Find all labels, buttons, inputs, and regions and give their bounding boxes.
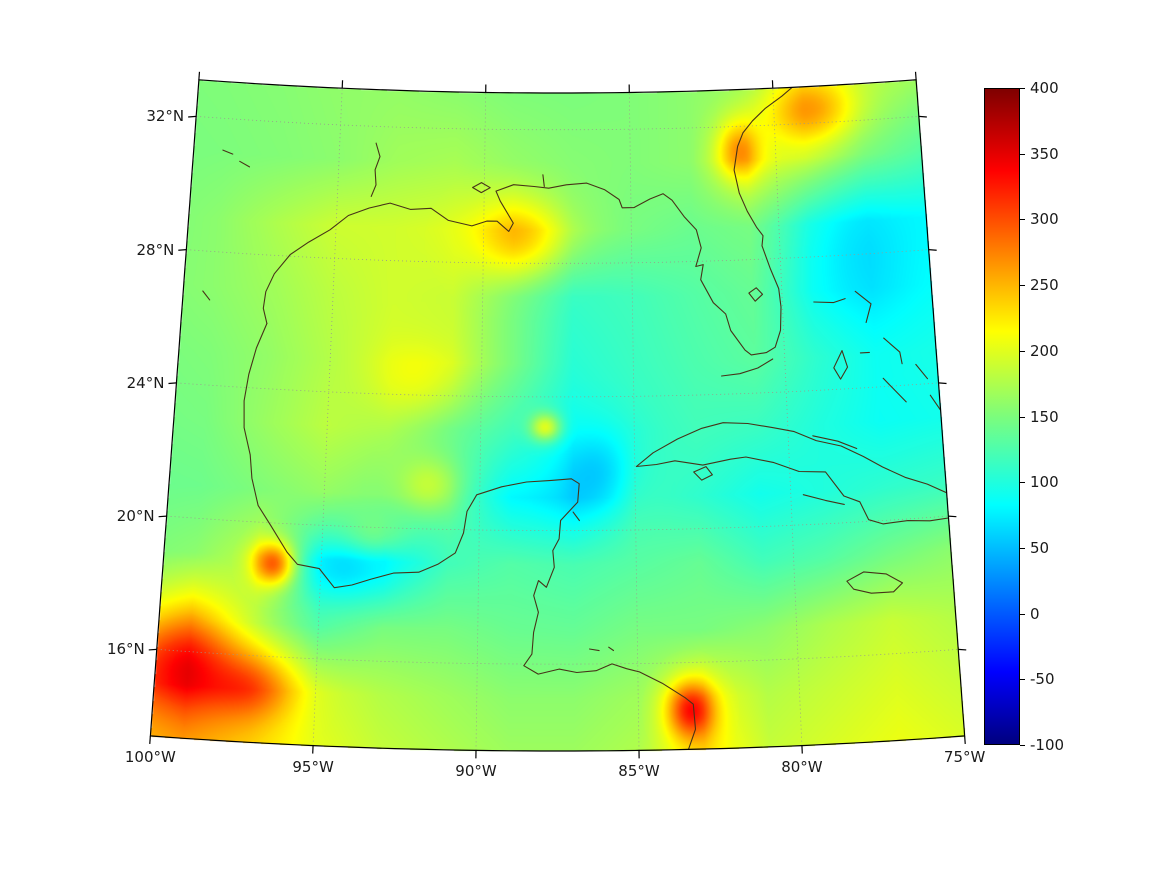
- coastline-cat-island: [915, 363, 929, 380]
- lon-tick-label: 100°W: [124, 747, 176, 766]
- parallel-gridline: [156, 648, 959, 665]
- lat-tick-left: [158, 515, 167, 518]
- colorbar-tick: [1020, 416, 1025, 418]
- lat-tick-label: 32°N: [146, 107, 185, 126]
- coastline-mobile-bay: [542, 174, 545, 188]
- lat-tick-left: [168, 382, 177, 385]
- colorbar-tick-label: 50: [1030, 538, 1050, 557]
- meridian-gridline: [475, 92, 487, 751]
- lat-tick-label: 28°N: [136, 240, 175, 259]
- meridian-gridline: [312, 88, 343, 746]
- coastline-eleuthera: [883, 337, 903, 365]
- coastline-cuba: [635, 422, 953, 525]
- colorbar-tick-label: 250: [1030, 276, 1059, 295]
- colorbar-tick: [1020, 350, 1025, 352]
- lat-tick-left: [178, 249, 187, 251]
- lon-tick-label: 75°W: [943, 747, 986, 766]
- coastline-lake-pontchartrain: [472, 182, 491, 194]
- lon-tick-top: [198, 71, 201, 80]
- colorbar-tick: [1020, 219, 1025, 221]
- colorbar-tick-label: 0: [1030, 604, 1040, 623]
- colorbar-tick-label: 100: [1030, 473, 1059, 492]
- colorbar-tick-label: 200: [1030, 341, 1059, 360]
- coastline-us-gulf-atlantic: [262, 81, 799, 356]
- lon-tick-top: [914, 71, 917, 80]
- meridian-gridline: [628, 92, 640, 751]
- colorbar-tick-label: 150: [1030, 407, 1059, 426]
- lat-tick-right: [928, 249, 937, 251]
- coastline-new-providence: [859, 351, 870, 354]
- colorbar-tick: [1020, 482, 1025, 484]
- colorbar-tick-label: -100: [1030, 736, 1065, 754]
- coastline-andros: [833, 350, 849, 380]
- parallel-gridline: [186, 249, 929, 264]
- lat-tick-left: [188, 115, 197, 118]
- coastline-isla-juventud: [693, 466, 713, 481]
- parallel-gridline: [166, 515, 949, 531]
- colorbar-tick: [1020, 285, 1025, 287]
- lon-tick-label: 80°W: [781, 757, 823, 776]
- colorbar-tick: [1020, 88, 1025, 89]
- coastline-exuma: [882, 377, 907, 403]
- colorbar-tick: [1020, 613, 1025, 615]
- colorbar-gradient: [985, 89, 1019, 744]
- lat-tick-label: 20°N: [116, 507, 155, 526]
- parallel-gridline: [196, 116, 919, 131]
- map-border: [149, 79, 966, 752]
- lat-tick-right: [938, 382, 947, 385]
- coastline-cozumel: [572, 511, 580, 522]
- lon-tick-label: 95°W: [292, 757, 334, 776]
- graticule: [150, 79, 965, 751]
- coastline-falcon-reservoir: [202, 290, 211, 301]
- coastline-mexico-central-america: [243, 322, 697, 752]
- lon-tick-label: 90°W: [455, 762, 497, 781]
- coastline-bay-islands-2: [608, 646, 615, 652]
- lat-tick-label: 16°N: [106, 640, 145, 659]
- meridian-gridline: [772, 88, 803, 746]
- axis-ticks: [148, 71, 967, 759]
- coastline-texas-lake-1: [239, 160, 251, 168]
- colorbar-tick: [1020, 679, 1025, 681]
- colorbar: [984, 88, 1020, 745]
- coastline-grand-bahama: [813, 298, 846, 304]
- lat-tick-label: 24°N: [126, 373, 165, 392]
- lon-tick-label: 85°W: [618, 762, 660, 781]
- coastline-cuba-north-cays: [812, 435, 858, 450]
- colorbar-tick-label: 400: [1030, 79, 1059, 97]
- lat-tick-right: [948, 515, 957, 518]
- colorbar-tick: [1020, 547, 1025, 549]
- coastline-florida-keys: [721, 358, 774, 377]
- coastlines: [202, 81, 953, 752]
- coastline-bay-islands-1: [588, 648, 600, 652]
- colorbar-tick-label: -50: [1030, 670, 1055, 689]
- lat-tick-right: [958, 648, 967, 651]
- lon-tick-bottom: [149, 735, 151, 744]
- colorbar-tick-label: 350: [1030, 144, 1059, 163]
- coastline-cuba-south-cays: [802, 494, 845, 505]
- colorbar-tick-label: 300: [1030, 210, 1059, 229]
- coastline-lake-okeechobee: [748, 287, 764, 302]
- parallel-gridline: [176, 382, 939, 398]
- lat-tick-left: [148, 648, 157, 651]
- colorbar-tick: [1020, 153, 1025, 155]
- colorbar-tick: [1020, 745, 1025, 746]
- lat-tick-right: [918, 115, 927, 118]
- coastline-jamaica: [846, 571, 904, 594]
- coastline-texas-lake-2: [222, 149, 234, 155]
- coastline-sabine-river: [370, 142, 381, 197]
- lon-tick-bottom: [964, 735, 966, 744]
- coastline-abaco: [854, 290, 872, 324]
